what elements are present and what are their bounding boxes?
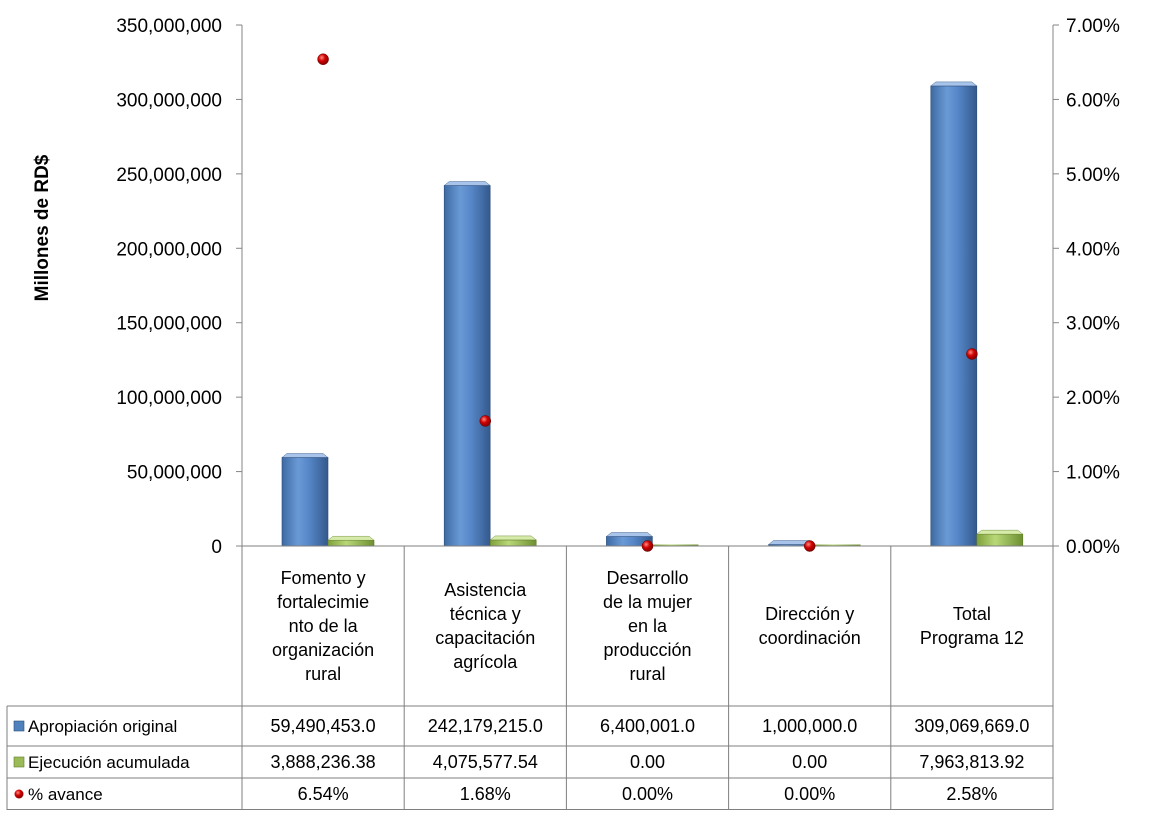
right-tick-label: 0.00%: [1066, 537, 1120, 558]
left-tick-label: 200,000,000: [116, 239, 222, 260]
bar-ejecucion-top: [976, 529, 1024, 535]
bar-ejecucion-top: [327, 536, 375, 541]
right-tick-label: 2.00%: [1066, 388, 1120, 409]
table-cell: 0.00: [630, 752, 665, 772]
bar-apropiacion-top: [605, 532, 653, 537]
bar-ejecucion: [327, 539, 375, 547]
bar-ejecucion-top: [489, 535, 537, 541]
data-table: Fomento y fortalecimie nto de la organizaci…: [6, 545, 1054, 810]
avance-point: [803, 540, 816, 552]
bar-series: [281, 81, 1024, 547]
bar-apropiacion-top: [930, 81, 978, 87]
left-tick-label: 100,000,000: [116, 388, 222, 409]
right-axis: 0.00% 1.00% 2.00% 3.00% 4.00% 5.00% 6.00% 7.00%: [1052, 16, 1120, 558]
left-axis: 0 50,000,000 100,000,000 150,000,000 200,000…: [116, 16, 243, 558]
table-cell: 242,179,215.0: [428, 716, 543, 736]
category-label: coordinación: [759, 628, 861, 648]
right-tick-label: 5.00%: [1066, 165, 1120, 186]
bar-ejecucion: [652, 544, 699, 546]
category-label: Programa 12: [920, 628, 1024, 648]
table-cell: 1,000,000.0: [762, 716, 857, 736]
avance-point: [479, 415, 492, 427]
category-label: Dirección y: [765, 604, 854, 624]
avance-point: [641, 540, 654, 552]
avance-points: [317, 53, 978, 552]
legend-key-apropiacion: [13, 720, 25, 732]
bar-ejecucion: [489, 539, 537, 547]
left-tick-label: 50,000,000: [127, 463, 222, 484]
table-cell: 309,069,669.0: [914, 716, 1029, 736]
legend-label: Ejecución acumulada: [28, 753, 190, 772]
left-tick-label: 0: [211, 537, 222, 558]
left-tick-label: 350,000,000: [116, 16, 222, 37]
table-cell: 59,490,453.0: [271, 716, 376, 736]
category-label: organización: [272, 640, 374, 660]
right-tick-label: 7.00%: [1066, 16, 1120, 37]
left-tick-label: 250,000,000: [116, 165, 222, 186]
bar-ejecucion: [976, 533, 1024, 547]
left-tick-label: 150,000,000: [116, 314, 222, 335]
right-tick-label: 4.00%: [1066, 239, 1120, 260]
legend-label: % avance: [28, 785, 103, 804]
avance-point: [317, 53, 329, 65]
category-label: Asistencia: [444, 580, 527, 600]
table-cell: 4,075,577.54: [433, 752, 538, 772]
category-label: Fomento y: [281, 568, 366, 588]
category-label: técnica y: [450, 604, 521, 624]
category-label: nto de la: [289, 616, 359, 636]
category-label: rural: [629, 664, 665, 684]
table-cell: 0.00%: [784, 784, 835, 804]
bar-apropiacion-top: [443, 181, 491, 186]
category-label: en la: [628, 616, 668, 636]
bar-ejecucion: [814, 544, 861, 546]
table-cell: 0.00: [792, 752, 827, 772]
category-label: Desarrollo: [606, 568, 688, 588]
category-label: fortalecimie: [277, 592, 369, 612]
table-cell: 0.00%: [622, 784, 673, 804]
bar-apropiacion: [281, 457, 329, 547]
table-cell: 2.58%: [946, 784, 997, 804]
table-cell: 7,963,813.92: [919, 752, 1024, 772]
legend-key-ejecucion: [13, 756, 25, 768]
category-label: Total: [953, 604, 991, 624]
right-tick-label: 3.00%: [1066, 314, 1120, 335]
legend-label: Apropiación original: [28, 717, 177, 736]
y-axis-title: Millones de RD$: [32, 154, 53, 301]
right-tick-label: 1.00%: [1066, 463, 1120, 484]
table-cell: 6.54%: [298, 784, 349, 804]
avance-point: [966, 348, 978, 360]
bar-apropiacion: [443, 185, 491, 547]
category-label: rural: [305, 664, 341, 684]
table-cell: 6,400,001.0: [600, 716, 695, 736]
table-cell: 3,888,236.38: [271, 752, 376, 772]
left-tick-label: 300,000,000: [116, 90, 222, 111]
right-tick-label: 6.00%: [1066, 90, 1120, 111]
bar-apropiacion: [930, 85, 978, 547]
category-label: agrícola: [453, 652, 518, 672]
bar-apropiacion-top: [281, 453, 329, 458]
category-label: producción: [603, 640, 691, 660]
category-label: de la mujer: [603, 592, 692, 612]
table-cell: 1.68%: [460, 784, 511, 804]
category-label: capacitación: [435, 628, 535, 648]
legend-key-avance: [14, 789, 24, 799]
